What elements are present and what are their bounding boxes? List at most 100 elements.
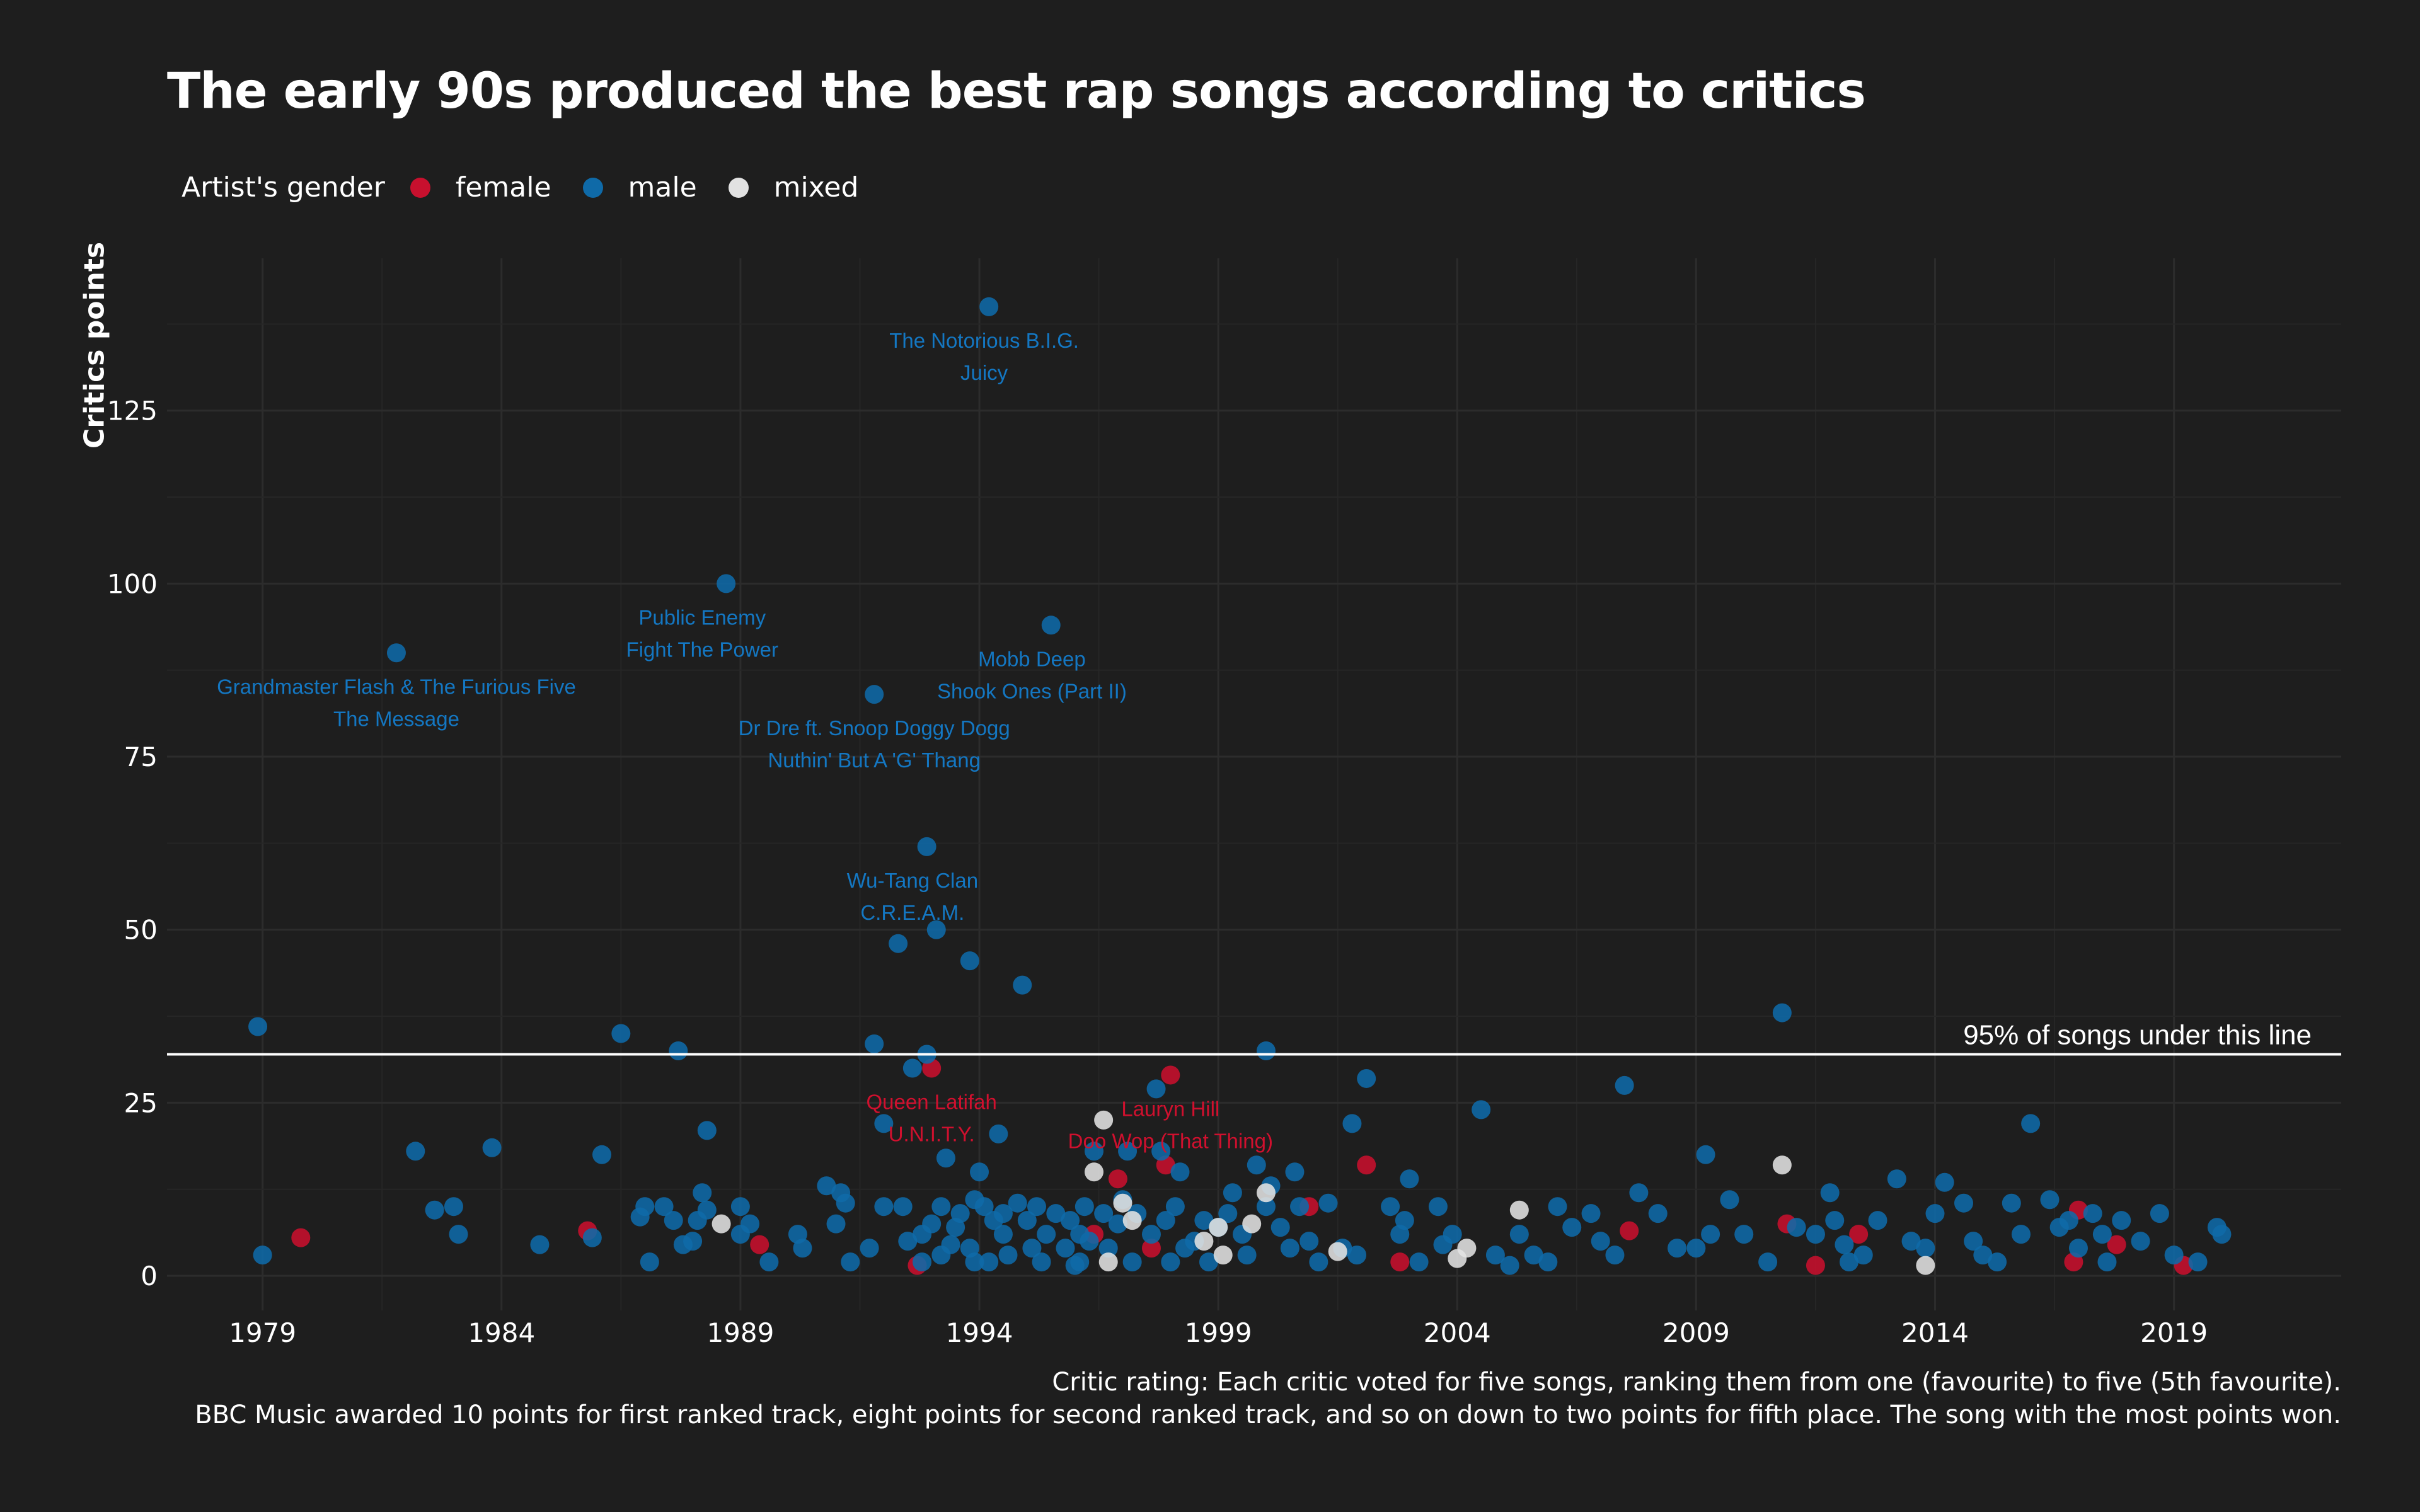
- data-point-male: [1524, 1246, 1543, 1265]
- data-point-male: [2131, 1232, 2150, 1251]
- data-point-male: [889, 934, 908, 953]
- data-point-male: [1122, 1252, 1142, 1272]
- x-tick-label: 1984: [468, 1317, 535, 1348]
- data-point-male: [817, 1176, 836, 1196]
- data-point-male: [1840, 1252, 1859, 1272]
- x-tick-label: 2009: [1662, 1317, 1730, 1348]
- data-point-male: [865, 1034, 884, 1054]
- data-point-male: [1787, 1218, 1806, 1237]
- data-point-male: [1141, 1225, 1161, 1244]
- annotation-song: Nuthin' But A 'G' Thang: [768, 748, 981, 772]
- annotation-song: Shook Ones (Part II): [937, 679, 1127, 702]
- data-point-male: [444, 1197, 463, 1217]
- data-point-male: [1008, 1193, 1027, 1213]
- data-point-male: [449, 1225, 468, 1244]
- data-point-male: [1395, 1211, 1414, 1230]
- data-point-male: [1887, 1169, 1906, 1189]
- data-point-male: [1935, 1172, 1954, 1192]
- data-point-male: [1485, 1246, 1505, 1265]
- data-point-male: [917, 837, 936, 856]
- data-point-male: [1581, 1204, 1601, 1223]
- data-point-male: [2068, 1239, 2088, 1258]
- data-point-male: [1720, 1190, 1739, 1210]
- data-point-male: [1013, 975, 1032, 995]
- annotation-artist: Queen Latifah: [867, 1090, 997, 1113]
- data-point-male: [640, 1252, 659, 1272]
- data-point-male: [611, 1024, 631, 1043]
- data-point-mixed: [1916, 1256, 1935, 1275]
- data-point-male: [1988, 1252, 2007, 1272]
- data-point-male: [1199, 1252, 1218, 1272]
- data-point-male: [2164, 1246, 2184, 1265]
- data-points: [248, 297, 2232, 1275]
- data-point-male: [2212, 1225, 2232, 1244]
- data-point-male: [1056, 1239, 1075, 1258]
- data-point-male: [1853, 1246, 1873, 1265]
- data-point-male: [826, 1214, 846, 1234]
- data-point-male: [1108, 1214, 1127, 1234]
- annotation-song: Fight The Power: [626, 638, 778, 661]
- data-point-mixed: [1084, 1162, 1103, 1182]
- data-point-male: [730, 1197, 750, 1217]
- annotation-song: C.R.E.A.M.: [860, 901, 964, 924]
- data-point-male: [1080, 1232, 1099, 1251]
- legend-swatch-male: [582, 177, 603, 198]
- data-point-male: [425, 1200, 444, 1220]
- y-tick-label: 125: [107, 396, 158, 427]
- data-point-male: [1161, 1252, 1180, 1272]
- data-point-male: [1686, 1239, 1706, 1258]
- legend-label-male: male: [628, 171, 697, 203]
- data-point-male: [1400, 1169, 1419, 1189]
- data-point-male: [683, 1232, 703, 1251]
- legend-item-mixed: mixed: [728, 171, 859, 203]
- data-point-male: [2097, 1252, 2117, 1272]
- data-point-male: [1668, 1239, 1687, 1258]
- chart-title: The early 90s produced the best rap song…: [167, 63, 1866, 120]
- data-point-male: [970, 1162, 989, 1182]
- data-point-male: [1409, 1252, 1429, 1272]
- data-point-male: [993, 1225, 1013, 1244]
- data-point-male: [1032, 1252, 1051, 1272]
- data-point-male: [1094, 1204, 1114, 1223]
- data-point-male: [1591, 1232, 1610, 1251]
- data-point-female: [1620, 1221, 1639, 1240]
- data-point-male: [1820, 1183, 1840, 1203]
- data-point-male: [1901, 1232, 1921, 1251]
- annotation-song: U.N.I.T.Y.: [889, 1122, 975, 1145]
- data-point-male: [1509, 1225, 1529, 1244]
- data-point-male: [1098, 1239, 1118, 1258]
- data-point-male: [989, 1124, 1008, 1143]
- grid: [167, 258, 2341, 1310]
- data-point-male: [1734, 1225, 1754, 1244]
- x-tick-label: 1999: [1185, 1317, 1252, 1348]
- data-point-male: [1156, 1211, 1175, 1230]
- data-point-male: [1443, 1225, 1462, 1244]
- data-point-mixed: [712, 1214, 731, 1234]
- data-point-male: [1017, 1211, 1037, 1230]
- caption-line-2: BBC Music awarded 10 points for first ra…: [195, 1400, 2341, 1429]
- data-point-male: [1629, 1183, 1649, 1203]
- data-point-male: [1428, 1197, 1448, 1217]
- data-point-male: [1835, 1235, 1854, 1254]
- data-point-male: [2002, 1193, 2021, 1213]
- data-point-male: [717, 574, 736, 593]
- data-point-male: [2092, 1225, 2112, 1244]
- legend-label-female: female: [455, 171, 551, 203]
- data-point-male: [1041, 616, 1061, 635]
- data-point-male: [1170, 1162, 1190, 1182]
- data-point-male: [1357, 1068, 1376, 1088]
- data-point-male: [979, 1252, 999, 1272]
- data-point-male: [1954, 1193, 1973, 1213]
- annotation-artist: Public Enemy: [638, 605, 766, 629]
- data-point-male: [1237, 1246, 1257, 1265]
- data-point-mixed: [1113, 1193, 1132, 1213]
- y-tick-label: 100: [107, 568, 158, 599]
- data-point-female: [1108, 1169, 1127, 1189]
- data-point-mixed: [1194, 1232, 1214, 1251]
- data-point-male: [635, 1197, 655, 1217]
- y-tick-label: 25: [124, 1087, 158, 1118]
- data-point-male: [1309, 1252, 1328, 1272]
- x-tick-label: 2014: [1901, 1317, 1969, 1348]
- data-point-male: [1256, 1041, 1276, 1060]
- legend-label-mixed: mixed: [773, 171, 859, 203]
